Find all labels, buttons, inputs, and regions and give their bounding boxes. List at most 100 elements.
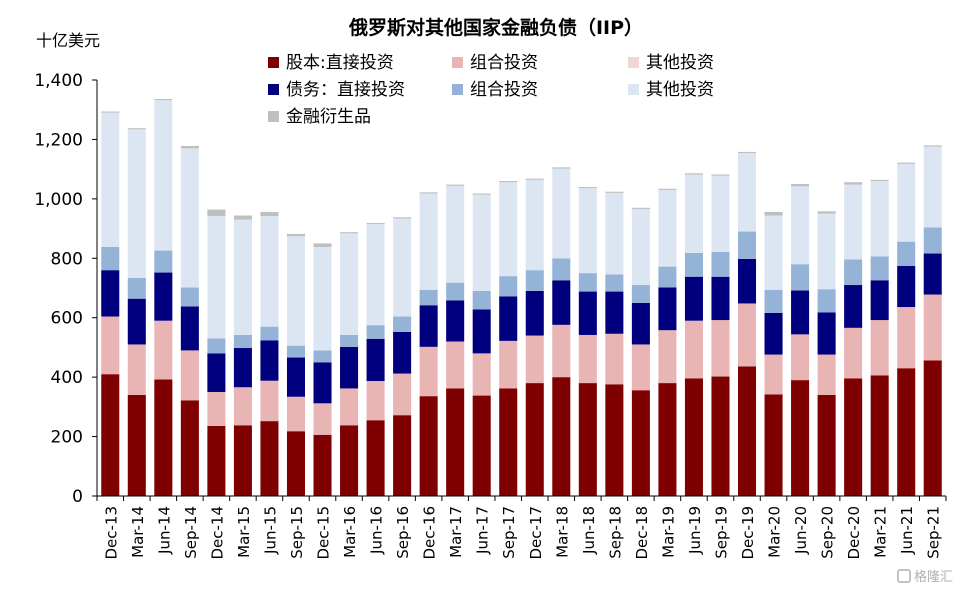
- bar-segment-4-Dec-14: [207, 338, 226, 354]
- bar-segment-5-Mar-19: [658, 189, 677, 267]
- bar-segment-0-Jun-14: [154, 379, 173, 496]
- x-tick-label: Sep-17: [500, 506, 518, 559]
- bar-segment-1-Jun-17: [472, 353, 491, 396]
- bar-segment-6-Sep-20: [817, 211, 836, 214]
- bar-segment-5-Mar-16: [340, 233, 359, 335]
- bar-segment-0-Sep-20: [817, 394, 836, 496]
- x-tick-label: Sep-15: [288, 506, 306, 559]
- bar-segment-6-Jun-15: [260, 211, 279, 217]
- bar-segment-3-Dec-20: [844, 285, 863, 328]
- bar-segment-5-Sep-14: [180, 148, 199, 288]
- bar-segment-5-Jun-15: [260, 216, 279, 327]
- x-tick-label: Sep-18: [606, 506, 624, 559]
- x-tick-label: Sep-19: [712, 506, 730, 559]
- watermark-logo-icon: [897, 569, 911, 583]
- bar-segment-4-Sep-15: [286, 345, 305, 358]
- bar-segment-0-Mar-16: [340, 425, 359, 496]
- bar-segment-1-Mar-21: [870, 320, 889, 376]
- x-tick-label: Dec-18: [633, 506, 651, 560]
- bar-segment-1-Jun-21: [897, 307, 916, 369]
- x-tick-label: Mar-16: [341, 506, 359, 558]
- bar-segment-4-Dec-13: [101, 246, 120, 271]
- bar-segment-4-Mar-19: [658, 266, 677, 288]
- chart-title: 俄罗斯对其他国家金融负债（IIP）: [348, 16, 643, 39]
- bar-segment-0-Dec-15: [313, 434, 332, 496]
- bar-segment-5-Dec-14: [207, 216, 226, 339]
- bar-segment-3-Sep-20: [817, 312, 836, 355]
- bar-segment-0-Sep-19: [711, 376, 730, 496]
- bar-segment-3-Mar-14: [127, 298, 146, 345]
- bar-segment-4-Jun-18: [578, 273, 597, 292]
- bar-segment-6-Sep-21: [923, 145, 942, 147]
- bar-segment-1-Jun-16: [366, 381, 385, 421]
- x-tick-label: Mar-19: [659, 506, 677, 558]
- bar-segment-0-Jun-15: [260, 421, 279, 496]
- bar-segment-3-Jun-15: [260, 340, 279, 381]
- bar-segment-5-Dec-17: [525, 179, 544, 271]
- x-tick-label: Jun-20: [792, 506, 810, 555]
- x-tick-label: Jun-15: [261, 506, 279, 555]
- bar-segment-3-Sep-19: [711, 276, 730, 321]
- bar-segment-4-Sep-21: [923, 227, 942, 254]
- bar-segment-4-Dec-18: [631, 285, 650, 303]
- bar-segment-0-Jun-17: [472, 395, 491, 496]
- bar-segment-6-Sep-14: [180, 145, 199, 149]
- bar-segment-1-Dec-14: [207, 392, 226, 426]
- bar-segment-3-Dec-18: [631, 302, 650, 345]
- bar-segment-5-Sep-15: [286, 236, 305, 346]
- bar-segment-0-Sep-17: [499, 388, 518, 496]
- x-tick-label: Dec-15: [315, 506, 333, 560]
- bar-segment-5-Dec-16: [419, 193, 438, 290]
- bar-segment-3-Mar-19: [658, 287, 677, 331]
- bar-segment-3-Sep-16: [393, 331, 412, 374]
- bar-segment-5-Mar-14: [127, 129, 146, 278]
- legend-item-4: 组合投资: [452, 80, 538, 100]
- x-tick-label: Jun-19: [686, 506, 704, 555]
- bar-segment-4-Sep-16: [393, 316, 412, 332]
- bar-segment-3-Jun-19: [684, 276, 703, 321]
- x-tick-label: Dec-16: [421, 506, 439, 560]
- x-tick-label: Mar-14: [129, 506, 147, 558]
- bar-segment-1-Dec-20: [844, 327, 863, 379]
- bar-segment-6-Dec-20: [844, 182, 863, 185]
- bar-segment-5-Sep-17: [499, 182, 518, 277]
- bar-segment-6-Dec-14: [207, 209, 226, 217]
- bar-segment-0-Dec-13: [101, 374, 120, 496]
- bar-segment-3-Dec-19: [738, 258, 757, 304]
- legend-label: 组合投资: [470, 53, 538, 73]
- bar-segment-0-Mar-20: [764, 394, 783, 496]
- legend-label: 其他投资: [646, 53, 714, 73]
- bar-segment-1-Sep-19: [711, 320, 730, 377]
- legend-item-2: 其他投资: [628, 53, 714, 73]
- bar-segment-1-Jun-18: [578, 334, 597, 384]
- bar-segment-0-Jun-16: [366, 420, 385, 496]
- bar-segment-5-Mar-20: [764, 215, 783, 290]
- bar-segment-3-Dec-17: [525, 290, 544, 336]
- bar-segment-5-Dec-15: [313, 246, 332, 351]
- bar-segment-4-Jun-15: [260, 326, 279, 341]
- bar-segment-3-Jun-17: [472, 309, 491, 354]
- bar-segment-3-Jun-21: [897, 266, 916, 308]
- x-tick-label: Mar-20: [766, 506, 784, 558]
- x-tick-label: Mar-17: [447, 506, 465, 558]
- bar-segment-3-Sep-18: [605, 291, 624, 334]
- legend-label: 债务：直接投资: [286, 80, 405, 100]
- bar-segment-0-Mar-15: [233, 425, 252, 496]
- bar-segment-4-Sep-19: [711, 251, 730, 277]
- bar-segment-1-Jun-14: [154, 320, 173, 380]
- bar-segment-6-Mar-15: [233, 215, 252, 220]
- bar-segment-6-Mar-21: [870, 179, 889, 182]
- bar-segment-0-Jun-20: [791, 380, 810, 496]
- x-tick-label: Dec-14: [208, 506, 226, 560]
- bar-segment-0-Dec-16: [419, 396, 438, 496]
- bar-segment-5-Jun-19: [684, 174, 703, 253]
- bar-segment-4-Jun-20: [791, 264, 810, 291]
- bar-segment-0-Dec-18: [631, 390, 650, 496]
- bar-segment-0-Mar-14: [127, 394, 146, 496]
- bar-segment-6-Sep-16: [393, 217, 412, 219]
- bar-segment-3-Mar-17: [446, 300, 465, 342]
- y-axis-unit-label: 十亿美元: [36, 31, 100, 50]
- legend-item-1: 组合投资: [452, 53, 538, 73]
- bar-segment-4-Dec-17: [525, 270, 544, 291]
- bar-segment-0-Sep-18: [605, 384, 624, 496]
